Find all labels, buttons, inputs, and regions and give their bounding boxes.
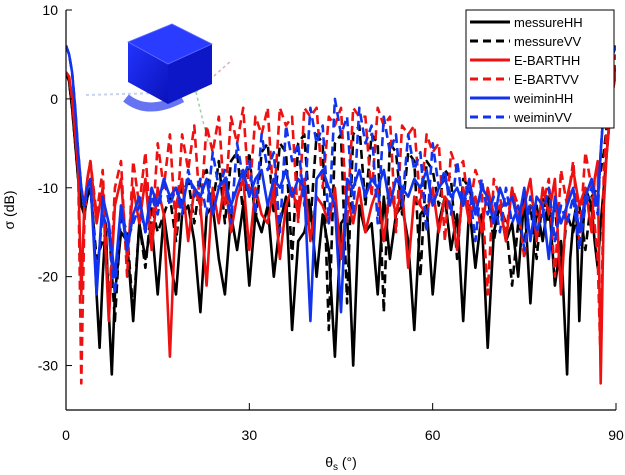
series-layer (66, 45, 616, 385)
y-tick-label: -10 (38, 180, 58, 196)
legend-label: weiminVV (513, 110, 572, 125)
tick-layer: 0 30 60 90 10 0 -10 -20 -30 (38, 2, 624, 443)
y-axis-title: σ (dB) (1, 191, 17, 230)
series-line-weiminvv (66, 45, 616, 296)
y-tick-label: -20 (38, 269, 58, 285)
legend-label: messureVV (514, 34, 582, 49)
legend-label: messureHH (514, 15, 583, 30)
legend-label: E-BARTHH (514, 53, 580, 68)
y-tick-label: 0 (50, 91, 58, 107)
y-tick-label: 10 (42, 2, 58, 18)
x-tick-label: 0 (62, 427, 70, 443)
x-axis-title: θs (°) (325, 454, 357, 473)
x-tick-label: 30 (242, 427, 258, 443)
plot-frame (65, 10, 616, 411)
legend-label: weiminHH (513, 91, 573, 106)
inset-box-illustration (85, 23, 233, 143)
series-line-messurevv (66, 63, 616, 332)
series-line-weiminhh (66, 45, 616, 323)
legend: messureHH messureVV E-BARTHH E-BARTVV weimin… (465, 9, 615, 129)
legend-box (465, 9, 615, 129)
y-tick-label: -30 (38, 358, 58, 374)
x-tick-label: 60 (425, 427, 441, 443)
series-line-e-bartvv (66, 54, 616, 385)
x-tick-label: 90 (608, 427, 624, 443)
legend-label: E-BARTVV (514, 72, 579, 87)
